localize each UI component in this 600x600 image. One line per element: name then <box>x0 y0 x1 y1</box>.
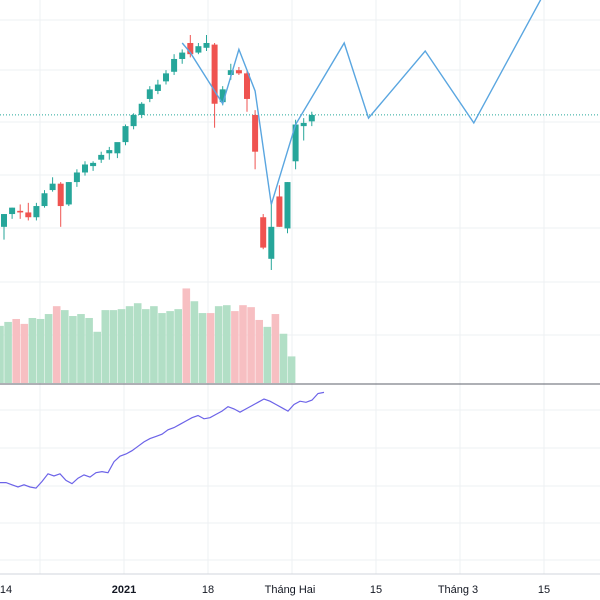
candle-body <box>146 89 153 99</box>
candle-body <box>106 150 113 154</box>
candle-body <box>65 182 72 205</box>
volume-bars <box>0 288 296 383</box>
candle-body <box>1 214 7 227</box>
volume-bar <box>287 356 296 383</box>
volume-bar <box>142 309 150 383</box>
candles <box>1 35 315 270</box>
x-tick-label: 18 <box>202 584 214 596</box>
volume-bar <box>133 303 142 383</box>
volume-bar <box>231 311 239 383</box>
volume-bar <box>174 309 182 383</box>
candle-body <box>17 210 24 213</box>
candle-body <box>33 206 40 218</box>
candle-body <box>138 103 145 115</box>
volume-bar <box>117 309 126 383</box>
candle-body <box>292 124 299 162</box>
volume-bar <box>279 333 288 383</box>
volume-bar <box>77 314 85 383</box>
volume-bar <box>85 317 93 383</box>
candle-body <box>171 58 178 72</box>
volume-bar <box>52 306 61 383</box>
volume-bar <box>214 306 223 383</box>
candle-body <box>98 154 105 160</box>
candle-body <box>9 207 16 215</box>
volume-bar <box>61 310 69 383</box>
volume-bar <box>198 313 207 383</box>
candle-body <box>219 89 226 103</box>
candle-body <box>82 164 88 173</box>
x-tick-label: Tháng Hai <box>265 584 316 596</box>
x-tick-label: 15 <box>370 584 382 596</box>
pattern-line <box>181 0 542 205</box>
volume-bar <box>36 318 45 383</box>
candle-body <box>300 122 307 127</box>
volume-bar <box>255 319 263 383</box>
volume-bar <box>20 323 29 383</box>
grid-lines <box>0 0 600 574</box>
volume-bar <box>93 331 101 383</box>
candle-body <box>25 212 32 218</box>
volume-bar <box>206 313 215 383</box>
volume-bar <box>125 306 134 383</box>
volume-bar <box>182 288 191 383</box>
candle-body <box>252 114 259 152</box>
volume-bar <box>247 307 255 383</box>
candle-body <box>73 172 80 183</box>
x-tick-label: 14 <box>0 584 12 596</box>
volume-bar <box>109 310 118 383</box>
volume-bar <box>69 316 77 383</box>
volume-bar <box>223 305 231 383</box>
candle-body <box>203 42 210 48</box>
candle-body <box>130 114 137 127</box>
volume-bar <box>166 311 174 383</box>
volume-bar <box>239 305 247 383</box>
candle-body <box>114 142 121 154</box>
volume-bar <box>28 317 37 383</box>
volume-bar <box>263 326 272 383</box>
volume-bar <box>190 301 199 383</box>
volume-bar <box>44 314 53 383</box>
volume-bar <box>158 313 166 383</box>
x-axis-ticks: 14 2021 18 Tháng Hai 15 Tháng 3 15 <box>0 584 550 596</box>
volume-bar <box>0 325 4 383</box>
indicator-line <box>0 391 325 489</box>
candle-body <box>90 162 97 167</box>
candle-body <box>308 114 315 122</box>
candle-body <box>179 52 186 59</box>
candle-body <box>154 84 161 91</box>
candle-body <box>211 44 218 104</box>
candle-body <box>276 196 283 227</box>
volume-bar <box>101 310 110 383</box>
x-tick-label: 2021 <box>112 584 136 596</box>
candle-body <box>227 70 234 75</box>
candle-body <box>235 70 242 74</box>
x-tick-label: Tháng 3 <box>438 584 478 596</box>
candle-body <box>195 46 202 53</box>
candle-body <box>244 73 250 99</box>
candle-body <box>57 183 64 207</box>
candle-body <box>49 183 56 191</box>
candle-body <box>122 126 129 143</box>
x-tick-label: 15 <box>538 584 550 596</box>
volume-bar <box>4 321 12 383</box>
volume-bar <box>271 314 280 383</box>
candle-body <box>187 42 194 55</box>
candle-body <box>41 193 48 207</box>
volume-bar <box>150 306 158 383</box>
candle-body <box>284 182 291 229</box>
candle-body <box>268 226 275 259</box>
volume-bar <box>12 318 20 383</box>
candle-body <box>163 73 169 82</box>
candle-body <box>260 217 267 248</box>
